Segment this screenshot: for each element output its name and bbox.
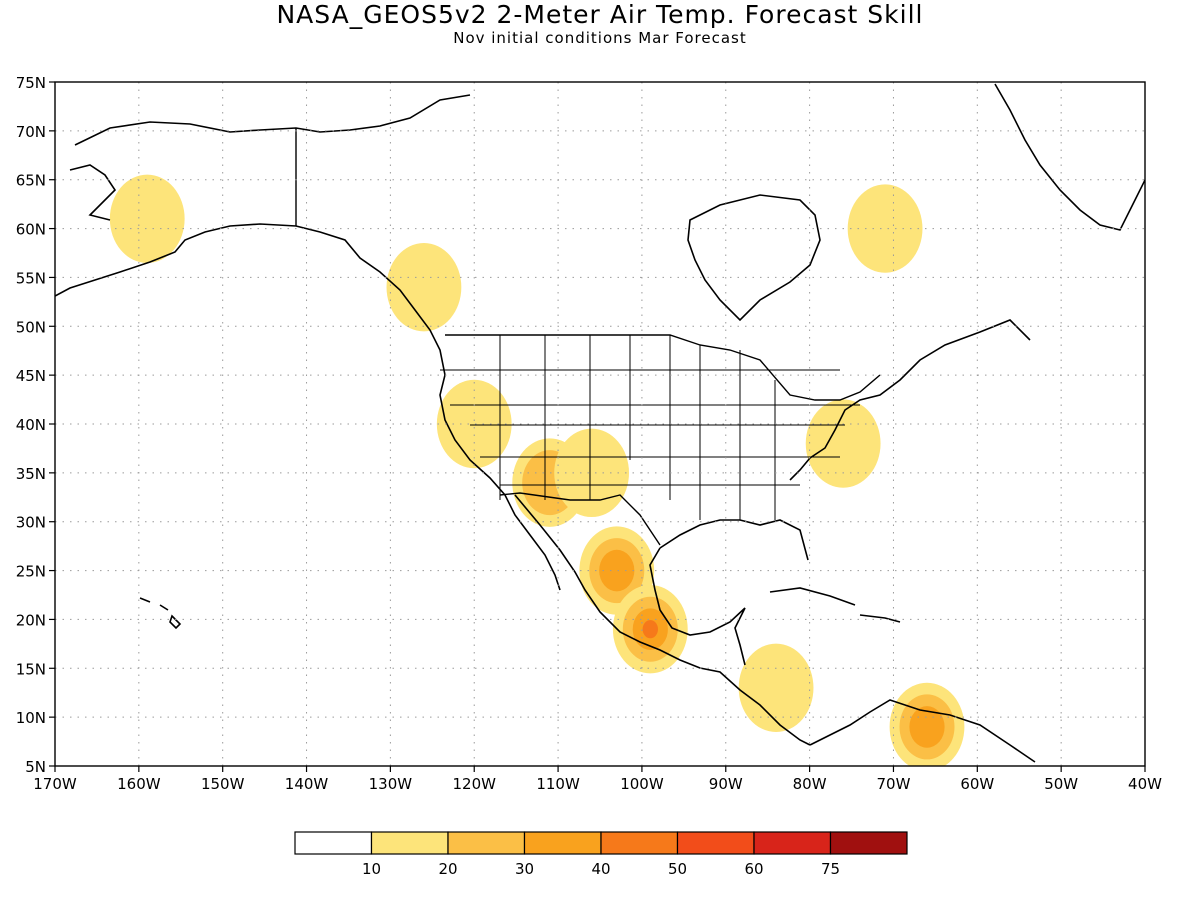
lon-tick-label: 110W [536,775,580,793]
lon-tick-label: 80W [793,775,827,793]
legend-swatch [370,831,449,855]
lat-tick-label: 75N [16,74,46,92]
greenland-coastline [994,83,1145,231]
lat-tick-label: 35N [16,465,46,483]
south-america-coastline [809,699,1036,763]
coastline-layer [55,83,1145,763]
lat-tick-label: 30N [16,514,46,532]
legend-swatch [523,831,602,855]
lon-tick-label: 70W [877,775,911,793]
legend-swatch [676,831,755,855]
axis-ticks: 170W 160W 150W 140W 130W 120W 110W 100W 90W 80W 70… [16,74,1162,793]
skill-area-british-columbia [386,243,462,332]
lon-tick-label: 150W [201,775,245,793]
skill-area-nicaragua [738,643,814,733]
skill-area-new-mexico [554,428,630,518]
hudson-bay-coastline [687,194,821,322]
lon-tick-label: 50W [1044,775,1078,793]
legend-swatch [447,831,526,855]
lat-tick-label: 10N [16,709,46,727]
legend-swatch [600,831,679,855]
lat-tick-label: 50N [16,318,46,336]
skill-area-southern-mexico [642,620,659,639]
color-legend: 10 20 30 40 50 60 75 [294,831,908,878]
lat-tick-label: 60N [16,221,46,239]
lat-tick-label: 55N [16,269,46,287]
us-state-borders [440,335,860,520]
cuba-coastline [769,587,856,606]
legend-swatch [294,831,373,855]
gulf-coastline [649,319,1031,666]
skill-area-alaska [109,174,185,263]
lat-tick-label: 5N [25,758,46,776]
lat-tick-label: 15N [16,660,46,678]
lat-tick-label: 45N [16,367,46,385]
lon-tick-label: 130W [369,775,413,793]
legend-threshold-label: 50 [668,860,687,878]
lon-tick-label: 140W [285,775,329,793]
mexico-pacific-coastline [514,494,811,746]
us-mexico-border [499,492,661,546]
chart-subtitle: Nov initial conditions Mar Forecast [453,29,747,47]
lon-tick-label: 40W [1128,775,1162,793]
legend-threshold-label: 10 [362,860,381,878]
legend-threshold-label: 75 [821,860,840,878]
lon-tick-label: 60W [960,775,994,793]
skill-area-california [436,379,512,469]
hawaii-coastline [139,597,182,630]
hispaniola-coastline [859,614,901,623]
legend-threshold-label: 40 [591,860,610,878]
skill-area-quebec [847,184,923,273]
skill-area-mexican-plateau [599,549,635,592]
lon-tick-label: 170W [33,775,77,793]
lat-tick-label: 20N [16,611,46,629]
skill-shading-layer [109,174,965,766]
legend-threshold-label: 30 [515,860,534,878]
skill-area-maryland [805,399,881,488]
lat-tick-label: 40N [16,416,46,434]
map-frame [54,81,1146,767]
lat-tick-label: 25N [16,563,46,581]
legend-swatch [829,831,908,855]
chart-title: NASA_GEOS5v2 2-Meter Air Temp. Forecast … [276,0,924,29]
legend-threshold-label: 60 [744,860,763,878]
lon-tick-label: 120W [452,775,496,793]
lon-tick-label: 160W [117,775,161,793]
graticule [55,82,1145,766]
legend-threshold-label: 20 [438,860,457,878]
skill-area-venezuela [909,706,945,748]
lat-tick-label: 70N [16,123,46,141]
lon-tick-label: 100W [620,775,664,793]
lat-tick-label: 65N [16,172,46,190]
legend-swatch [753,831,832,855]
us-canada-border [445,334,881,401]
lon-tick-label: 90W [709,775,743,793]
